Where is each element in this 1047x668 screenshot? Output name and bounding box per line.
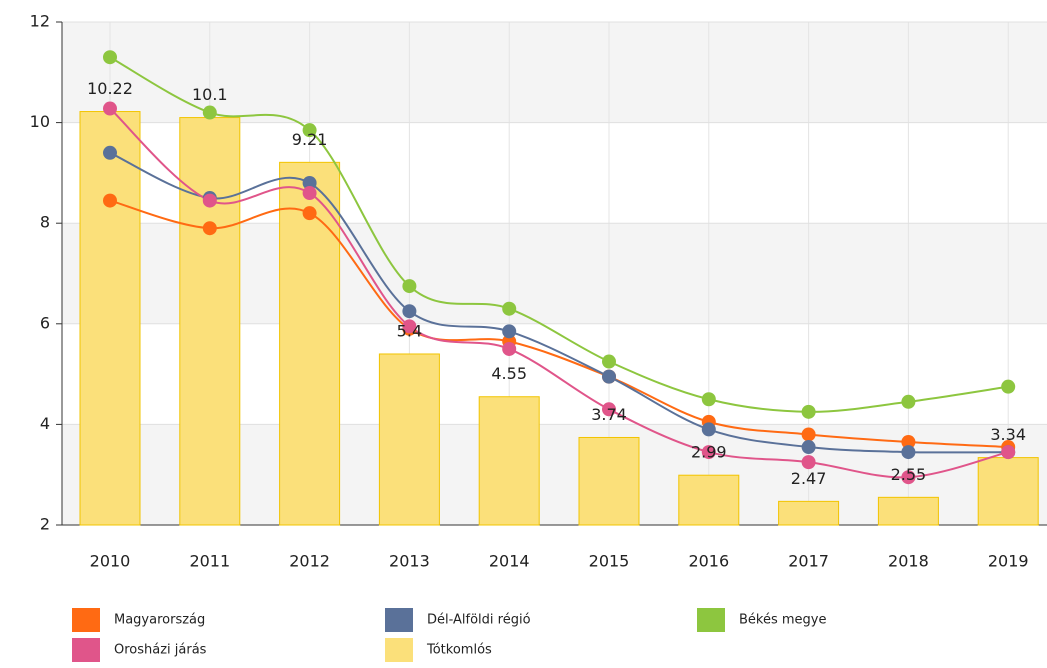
series-point (103, 101, 117, 116)
legend-swatch (697, 608, 725, 632)
y-tick-label: 10 (30, 112, 50, 131)
legend-label: Békés megye (739, 613, 827, 628)
series-point (502, 324, 517, 339)
data-label: 3.34 (990, 425, 1026, 444)
series-point (701, 392, 716, 407)
series-point (302, 175, 317, 190)
series-point (901, 394, 916, 409)
bar (79, 111, 141, 526)
series-point (602, 402, 616, 417)
legend-swatch (385, 638, 413, 662)
series-line (109, 199, 1009, 449)
data-label: 2.99 (691, 443, 727, 462)
series-point (402, 319, 417, 334)
series-point (302, 206, 317, 221)
series-point (901, 470, 916, 485)
series-point (801, 404, 816, 419)
data-label: 3.74 (591, 405, 627, 424)
series-point (502, 301, 517, 316)
bar (179, 117, 241, 526)
series-point (402, 279, 417, 294)
series-line (109, 107, 1009, 479)
x-tick-label: 2015 (589, 552, 630, 571)
data-label: 10.22 (87, 79, 133, 98)
series-point (701, 445, 716, 460)
series-point (1001, 379, 1016, 394)
series-point (801, 455, 816, 470)
legend-swatch (385, 608, 413, 632)
series-point (103, 145, 117, 160)
series-point (302, 186, 317, 201)
bar (279, 161, 341, 526)
bar (778, 500, 840, 526)
series-point (502, 341, 517, 356)
bar (678, 474, 740, 526)
data-label: 9.21 (292, 130, 328, 149)
series-point (103, 50, 117, 65)
data-label: 2.47 (791, 469, 827, 488)
x-tick-label: 2018 (888, 552, 929, 571)
x-tick-label: 2011 (189, 552, 230, 571)
series-point (1001, 445, 1016, 460)
series-point (801, 427, 816, 442)
legend-label: Orosházi járás (114, 643, 207, 658)
series-point (602, 354, 616, 369)
y-tick-label: 6 (40, 313, 50, 332)
y-tick-label: 2 (40, 515, 50, 534)
x-tick-label: 2014 (489, 552, 530, 571)
series-point (202, 105, 217, 120)
bar (578, 436, 640, 526)
x-tick-label: 2016 (688, 552, 729, 571)
series-point (202, 221, 217, 236)
bar (977, 457, 1039, 526)
series-point (103, 193, 117, 208)
legend-swatch (72, 608, 100, 632)
data-label: 10.1 (192, 85, 228, 104)
x-tick-label: 2019 (988, 552, 1029, 571)
series-point (701, 422, 716, 437)
plot-band (62, 22, 1047, 123)
bar (478, 396, 540, 526)
series-point (901, 445, 916, 460)
legend-label: Dél-Alföldi régió (427, 613, 531, 628)
x-tick-label: 2010 (90, 552, 131, 571)
bar (378, 353, 440, 526)
y-tick-label: 8 (40, 213, 50, 232)
series-point (402, 304, 417, 319)
legend-swatch (72, 638, 100, 662)
data-label: 2.55 (891, 465, 927, 484)
series-point (901, 435, 916, 450)
series-line (109, 151, 1009, 454)
y-tick-label: 12 (30, 12, 50, 31)
series-point (302, 123, 317, 138)
series-point (202, 193, 217, 208)
legend-label: Magyarország (114, 613, 205, 628)
x-tick-label: 2017 (788, 552, 829, 571)
x-tick-label: 2012 (289, 552, 330, 571)
bar (877, 496, 939, 526)
series-line (109, 56, 1009, 413)
series-point (602, 369, 616, 384)
series-point (801, 440, 816, 455)
data-label: 5.4 (397, 321, 422, 340)
x-tick-label: 2013 (389, 552, 430, 571)
y-tick-label: 4 (40, 414, 50, 433)
data-label: 4.55 (491, 364, 527, 383)
legend-label: Tótkomlós (426, 643, 492, 658)
